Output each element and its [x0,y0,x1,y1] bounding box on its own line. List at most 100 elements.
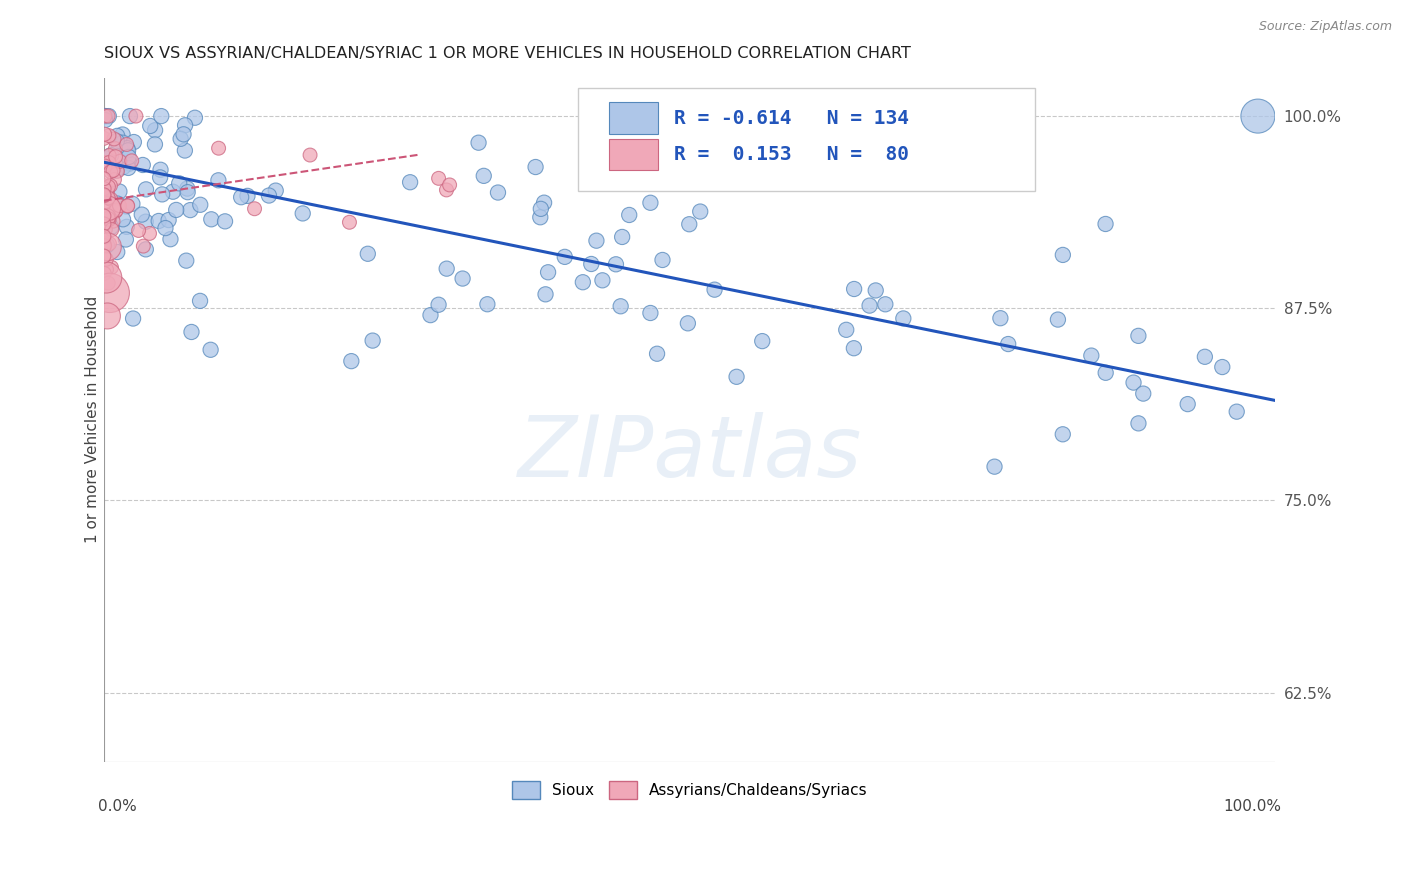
Point [94,183,117,197]
Point [107,164,129,178]
Point [98,208,121,222]
Point [436,183,458,197]
Point [122,135,145,149]
Point [581,257,603,271]
Point [93,183,115,197]
Point [339,215,361,229]
Point [107,196,129,211]
Text: 100.0%: 100.0% [1223,799,1281,814]
FancyBboxPatch shape [609,103,658,134]
Point [725,369,748,384]
Point [118,109,141,123]
Point [165,202,187,217]
Point [651,252,673,267]
Point [640,306,662,320]
Point [98,148,121,162]
Point [94,109,117,123]
Point [689,204,711,219]
Point [467,136,489,150]
Point [858,299,880,313]
FancyBboxPatch shape [609,138,658,170]
Point [101,214,124,228]
Point [93,131,115,145]
Point [100,178,122,193]
Point [143,123,166,137]
Point [1052,427,1074,442]
Point [357,247,380,261]
Point [118,150,141,164]
Point [1080,349,1102,363]
Point [1122,376,1144,390]
Point [645,347,668,361]
Point [157,213,180,227]
Point [585,234,607,248]
Point [572,275,595,289]
Point [93,188,115,202]
Point [997,337,1019,351]
Point [93,238,115,252]
Point [451,271,474,285]
Point [93,127,115,141]
Point [610,230,633,244]
Point [257,188,280,202]
Point [93,178,115,193]
Point [94,151,117,165]
Point [676,316,699,330]
Point [231,190,253,204]
Point [361,334,384,348]
Point [97,276,120,290]
Point [990,311,1012,326]
Point [179,203,201,218]
Point [94,209,117,223]
Point [118,156,141,170]
Point [1052,248,1074,262]
Point [132,239,155,253]
Point [101,222,124,236]
Point [97,191,120,205]
Point [93,187,115,202]
Point [100,220,122,235]
Point [93,209,115,223]
Point [108,185,131,199]
Point [115,137,138,152]
Point [111,212,134,227]
Point [1226,405,1249,419]
Point [96,185,118,199]
Point [93,240,115,254]
Point [97,211,120,226]
Point [207,141,229,155]
Point [640,195,662,210]
Point [100,148,122,162]
Point [1046,312,1069,326]
FancyBboxPatch shape [578,88,1035,191]
Point [524,160,547,174]
Point [125,109,148,123]
Point [103,172,125,186]
Point [621,156,644,170]
Point [97,179,120,194]
Point [427,171,450,186]
Point [891,311,914,326]
Point [188,198,211,212]
Point [103,132,125,146]
Point [188,293,211,308]
Point [98,207,121,221]
Point [472,169,495,183]
Point [865,284,887,298]
Point [264,184,287,198]
Point [591,273,613,287]
Point [1128,329,1150,343]
Text: 0.0%: 0.0% [98,799,136,814]
Text: R =  0.153   N =  80: R = 0.153 N = 80 [675,145,910,164]
Point [1094,366,1116,380]
Legend: Sioux, Assyrians/Chaldeans/Syriacs: Sioux, Assyrians/Chaldeans/Syriacs [506,774,873,805]
Point [751,334,773,348]
Point [111,128,134,142]
Point [243,202,266,216]
Point [105,245,128,260]
Point [184,111,207,125]
Point [534,287,557,301]
Point [93,229,115,244]
Point [169,132,191,146]
Point [207,173,229,187]
